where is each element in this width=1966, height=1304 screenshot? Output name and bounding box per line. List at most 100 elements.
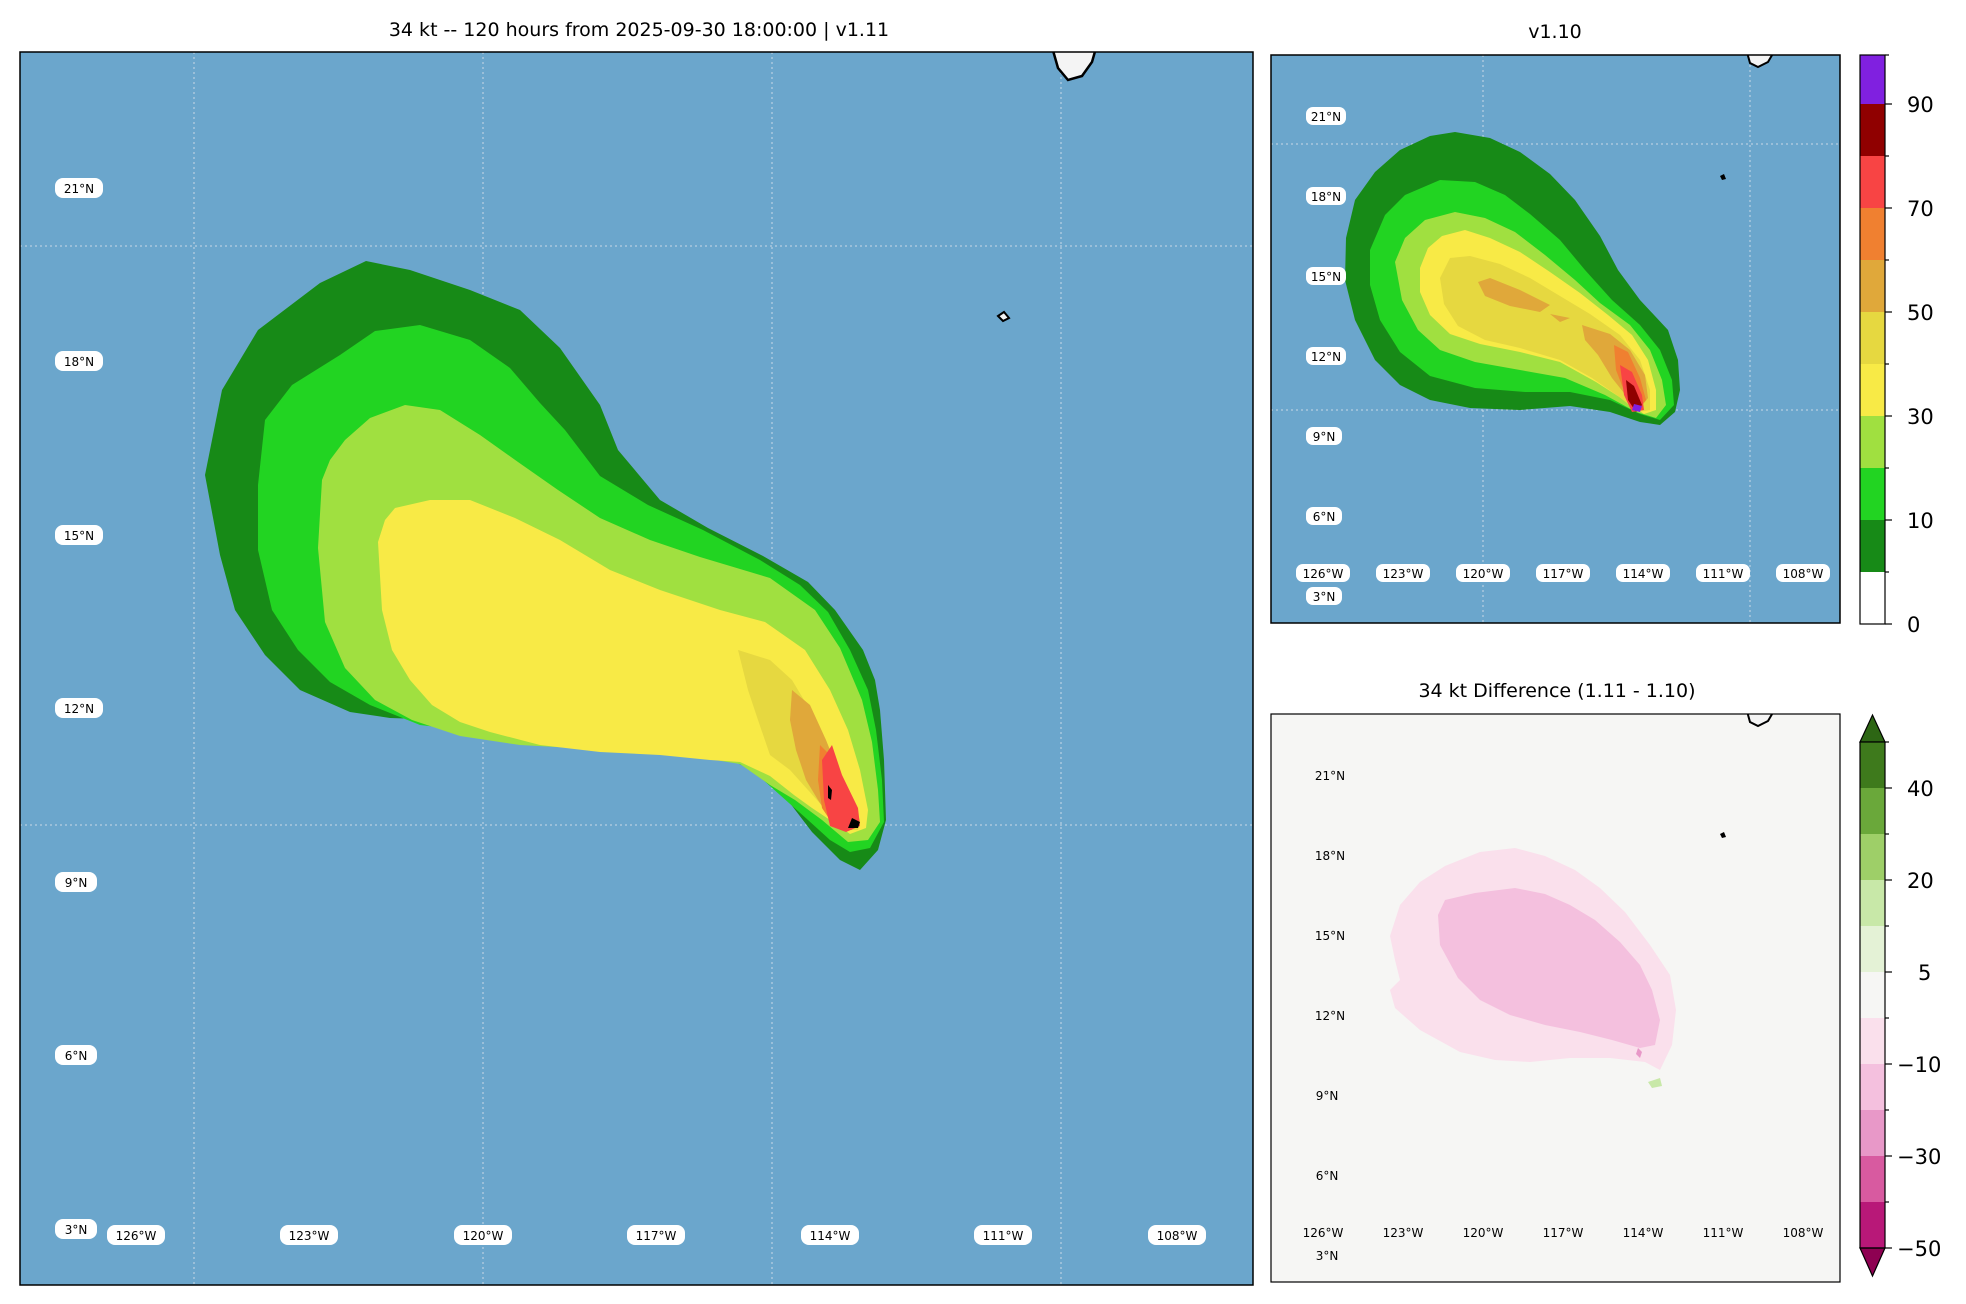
main-lon-label: 126°W xyxy=(116,1229,157,1243)
v110-lon-label: 126°W xyxy=(1303,567,1344,581)
diff-lon-label: 126°W xyxy=(1303,1226,1344,1240)
probability-level-swatch xyxy=(1860,208,1885,260)
v110-lat-label: 3°N xyxy=(1313,590,1336,604)
v110-lat-label: 9°N xyxy=(1313,430,1336,444)
probability-level-swatch xyxy=(1860,104,1885,156)
v110-lat-label: 12°N xyxy=(1311,350,1341,364)
diff-lon-label: 114°W xyxy=(1623,1226,1664,1240)
probability-level-swatch xyxy=(1860,468,1885,520)
difference-colorbar-frame xyxy=(1859,741,1886,1249)
difference-colorbar-extend-min xyxy=(1859,1247,1886,1278)
main-lat-label: 15°N xyxy=(64,529,94,543)
probability-colorbar-tick: 10 xyxy=(1907,509,1934,533)
difference-level-swatch xyxy=(1860,1202,1885,1248)
v110-map-title: v1.10 xyxy=(1528,21,1582,43)
main-lon-label: 114°W xyxy=(810,1229,851,1243)
v110-map-lat-labels: 21°N 18°N 15°N 12°N 9°N 6°N 3°N xyxy=(1306,107,1346,605)
diff-lon-label: 117°W xyxy=(1543,1226,1584,1240)
diff-map-lat-labels: 21°N 18°N 15°N 12°N 9°N 6°N 3°N xyxy=(1315,769,1345,1263)
main-map-lat-labels: 21°N 18°N 15°N 12°N 9°N 6°N 3°N xyxy=(55,178,103,1239)
v110-map: v1.10 xyxy=(1270,21,1841,624)
diff-map: 34 kt Difference (1.11 - 1.10) 21°N 18°N… xyxy=(1270,680,1841,1283)
probability-level-swatch xyxy=(1860,312,1885,364)
main-lat-label: 12°N xyxy=(64,702,94,716)
main-map-island xyxy=(996,310,1011,323)
diff-map-land xyxy=(1746,714,1774,728)
probability-level-swatch xyxy=(1860,520,1885,572)
diff-lon-label: 120°W xyxy=(1463,1226,1504,1240)
probability-level-swatch xyxy=(1860,260,1885,312)
difference-level-swatch xyxy=(1860,1110,1885,1156)
diff-map-frame xyxy=(1270,713,1841,1283)
main-lon-label: 120°W xyxy=(463,1229,504,1243)
probability-colorbar-tick: 30 xyxy=(1907,405,1934,429)
probability-level-swatch xyxy=(1860,156,1885,208)
v110-lat-label: 15°N xyxy=(1311,270,1341,284)
probability-colorbar-fills xyxy=(1860,55,1885,624)
difference-colorbar-tick: −10 xyxy=(1897,1053,1941,1077)
probability-level-swatch xyxy=(1860,364,1885,416)
diff-map-lon-labels: 126°W 123°W 120°W 117°W 114°W 111°W 108°… xyxy=(1303,1226,1824,1240)
main-lon-label: 111°W xyxy=(983,1229,1024,1243)
v110-map-land xyxy=(1746,55,1774,69)
probability-colorbar: 0 10 30 50 70 90 xyxy=(1859,54,1934,637)
main-lat-label: 21°N xyxy=(64,182,94,196)
v110-map-frame xyxy=(1270,54,1841,624)
v110-map-swath xyxy=(1345,132,1680,425)
diff-lat-label: 6°N xyxy=(1316,1169,1339,1183)
difference-level-swatch xyxy=(1860,1064,1885,1110)
main-map-title: 34 kt -- 120 hours from 2025-09-30 18:00… xyxy=(389,19,889,41)
diff-map-swath xyxy=(1390,848,1676,1088)
probability-colorbar-tick: 0 xyxy=(1907,613,1920,637)
v110-lon-label: 120°W xyxy=(1463,567,1504,581)
main-map-land xyxy=(1052,52,1097,82)
diff-lon-label: 111°W xyxy=(1703,1226,1744,1240)
diff-lat-label: 18°N xyxy=(1315,849,1345,863)
difference-colorbar-fills xyxy=(1860,742,1885,1248)
v110-lat-label: 6°N xyxy=(1313,510,1336,524)
probability-level-swatch xyxy=(1860,416,1885,468)
diff-map-title: 34 kt Difference (1.11 - 1.10) xyxy=(1418,680,1695,702)
v110-lat-label: 18°N xyxy=(1311,190,1341,204)
probability-colorbar-frame xyxy=(1859,54,1886,625)
main-map-frame xyxy=(19,51,1254,1286)
diff-map-island xyxy=(1720,832,1726,838)
difference-colorbar-tick: 40 xyxy=(1907,777,1934,801)
main-map-swath xyxy=(205,261,886,870)
v110-lat-label: 21°N xyxy=(1311,110,1341,124)
v110-lon-label: 108°W xyxy=(1783,567,1824,581)
probability-level-swatch xyxy=(1860,55,1885,104)
diff-lat-label: 9°N xyxy=(1316,1089,1339,1103)
diff-lat-label: 12°N xyxy=(1315,1009,1345,1023)
probability-colorbar-tick: 90 xyxy=(1907,93,1934,117)
main-lon-label: 108°W xyxy=(1157,1229,1198,1243)
main-lat-label: 6°N xyxy=(65,1049,88,1063)
difference-level-swatch xyxy=(1860,834,1885,880)
diff-lon-label: 108°W xyxy=(1783,1226,1824,1240)
difference-level-swatch xyxy=(1860,1018,1885,1064)
difference-level-swatch xyxy=(1860,880,1885,926)
difference-level-swatch xyxy=(1860,972,1885,1018)
difference-colorbar-tick: 5 xyxy=(1918,961,1931,985)
v110-lon-label: 123°W xyxy=(1383,567,1424,581)
diff-lat-label: 21°N xyxy=(1315,769,1345,783)
difference-level-swatch xyxy=(1860,742,1885,788)
difference-level-swatch xyxy=(1860,788,1885,834)
probability-colorbar-tick: 50 xyxy=(1907,301,1934,325)
diff-lat-label: 15°N xyxy=(1315,929,1345,943)
v110-map-island xyxy=(1720,174,1726,180)
difference-colorbar-tick: −50 xyxy=(1897,1237,1941,1261)
probability-level-swatch xyxy=(1860,572,1885,624)
probability-colorbar-tick: 70 xyxy=(1907,197,1934,221)
main-lat-label: 9°N xyxy=(65,876,88,890)
difference-level-swatch xyxy=(1860,1156,1885,1202)
difference-colorbar-tick: −30 xyxy=(1897,1145,1941,1169)
v110-map-lon-labels: 126°W 123°W 120°W 117°W 114°W 111°W 108°… xyxy=(1296,564,1830,582)
difference-colorbar-extend-max xyxy=(1859,713,1886,743)
difference-colorbar: 40 20 5 −10 −30 −50 xyxy=(1859,713,1941,1278)
main-lon-label: 123°W xyxy=(289,1229,330,1243)
v110-lon-label: 117°W xyxy=(1543,567,1584,581)
main-lon-label: 117°W xyxy=(636,1229,677,1243)
diff-lon-label: 123°W xyxy=(1383,1226,1424,1240)
